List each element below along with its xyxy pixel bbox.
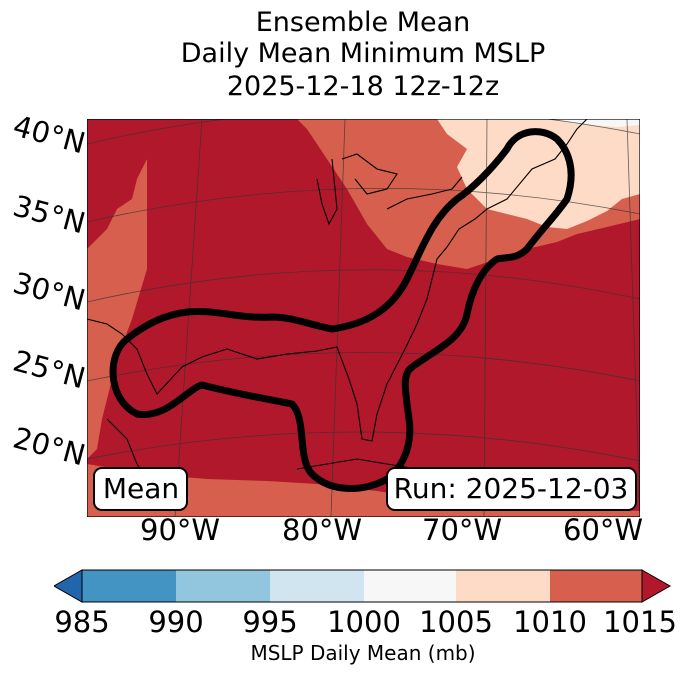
lon-label-60w: 60°W <box>563 513 644 547</box>
lat-label-30: 30°N <box>9 265 90 318</box>
colorbar-tick-1005: 1005 <box>419 605 493 639</box>
lat-label-20: 20°N <box>9 420 90 473</box>
colorbar-tick-995: 995 <box>242 605 298 639</box>
colorbar-seg-1010-1015 <box>550 570 642 602</box>
map-panel: Mean Run: 2025-12-03 <box>87 119 640 517</box>
colorbar-low-arrow <box>54 569 83 603</box>
title-line-2: Daily Mean Minimum MSLP <box>180 38 546 69</box>
colorbar-high-arrow <box>641 569 672 603</box>
colorbar-seg-985-990 <box>82 570 176 602</box>
colorbar-tick-985: 985 <box>54 605 110 639</box>
title-line-1: Ensemble Mean <box>255 7 471 38</box>
colorbar <box>54 569 672 603</box>
lat-label-35: 35°N <box>9 188 90 241</box>
colorbar-tick-990: 990 <box>148 605 204 639</box>
lon-label-80w: 80°W <box>282 513 363 547</box>
lat-label-25: 25°N <box>9 343 90 396</box>
colorbar-label: MSLP Daily Mean (mb) <box>250 641 476 665</box>
pressure-field-peach <box>437 119 640 229</box>
lat-label-40: 40°N <box>9 108 90 161</box>
lon-label-70w: 70°W <box>422 513 503 547</box>
pressure-contour <box>109 128 575 492</box>
mean-label: Mean <box>103 472 179 505</box>
colorbar-tick-1010: 1010 <box>513 605 587 639</box>
lon-label-90w: 90°W <box>140 513 221 547</box>
run-label-box: Run: 2025-12-03 <box>386 467 637 511</box>
colorbar-tick-1015: 1015 <box>603 605 677 639</box>
colorbar-seg-990-995 <box>176 570 270 602</box>
mean-label-box: Mean <box>93 467 188 511</box>
run-label: Run: 2025-12-03 <box>394 472 629 505</box>
title-line-3: 2025-12-18 12z-12z <box>226 71 500 102</box>
pressure-field-red-west <box>87 159 147 459</box>
colorbar-tick-1000: 1000 <box>327 605 401 639</box>
colorbar-seg-995-1000 <box>270 570 364 602</box>
pressure-field-white <box>557 119 640 127</box>
colorbar-seg-1005-1010 <box>456 570 550 602</box>
colorbar-seg-1000-1005 <box>364 570 456 602</box>
